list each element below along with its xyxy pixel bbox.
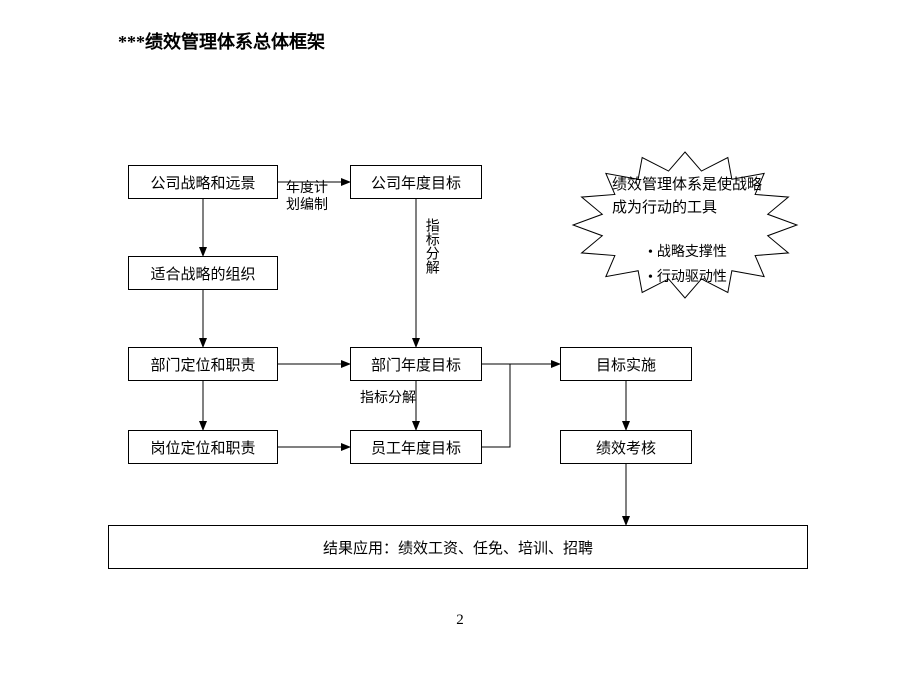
callout-heading: 绩效管理体系是使战略成为行动的工具 [612, 174, 768, 219]
node-label: 岗位定位和职责 [150, 437, 255, 458]
node-dept-role: 部门定位和职责 [128, 347, 278, 381]
node-label: 绩效考核 [596, 437, 656, 458]
edge-label-decompose2: 指标分解 [360, 391, 416, 408]
node-dept-goal: 部门年度目标 [350, 347, 482, 381]
edge-label-decompose1: 指标分解 [422, 218, 439, 274]
node-goal-exec: 目标实施 [560, 347, 692, 381]
node-result-apply: 结果应用：绩效工资、任免、培训、招聘 [108, 525, 808, 569]
node-strategy-vision: 公司战略和远景 [128, 165, 278, 199]
node-position-role: 岗位定位和职责 [128, 430, 278, 464]
callout-bullets: 战略支撑性 行动驱动性 [648, 240, 727, 290]
page-root: ***绩效管理体系总体框架 公司战略和远景 公司年度目标 适合战略的组织 部门定… [0, 0, 920, 690]
node-label: 部门定位和职责 [150, 354, 255, 375]
bullet-item: 行动驱动性 [648, 265, 727, 290]
node-org-fit: 适合战略的组织 [128, 256, 278, 290]
node-label: 部门年度目标 [371, 354, 461, 375]
node-label: 员工年度目标 [371, 437, 461, 458]
node-perf-eval: 绩效考核 [560, 430, 692, 464]
node-emp-goal: 员工年度目标 [350, 430, 482, 464]
bullet-item: 战略支撑性 [648, 240, 727, 265]
node-label: 结果应用：绩效工资、任免、培训、招聘 [323, 537, 593, 558]
node-annual-goal: 公司年度目标 [350, 165, 482, 199]
page-number: 2 [440, 612, 480, 629]
edge-label-plan: 年度计划编制 [286, 181, 328, 215]
flowchart-arrows [0, 0, 920, 690]
node-label: 公司战略和远景 [150, 172, 255, 193]
page-title: ***绩效管理体系总体框架 [118, 28, 325, 54]
node-label: 目标实施 [596, 354, 656, 375]
node-label: 适合战略的组织 [150, 263, 255, 284]
node-label: 公司年度目标 [371, 172, 461, 193]
